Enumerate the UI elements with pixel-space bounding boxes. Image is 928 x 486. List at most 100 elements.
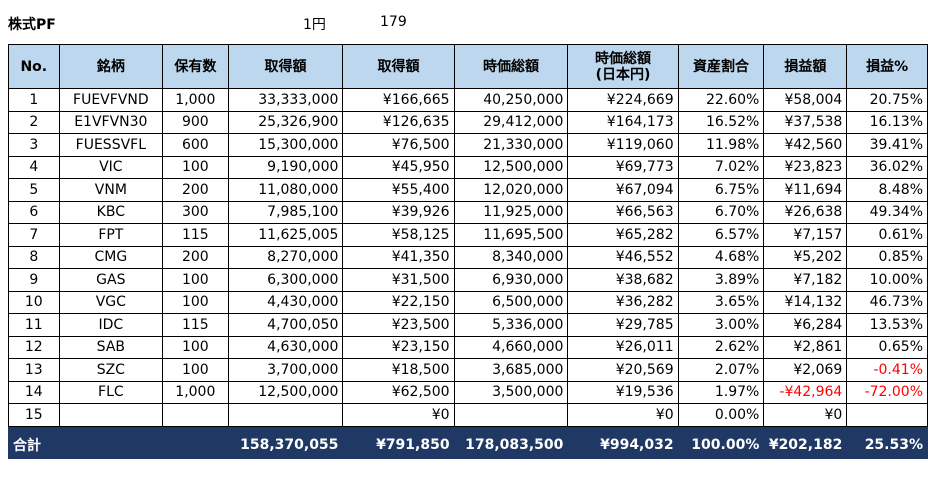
- cell-quantity[interactable]: 100: [162, 358, 229, 382]
- cell-profit-loss-pct[interactable]: [846, 403, 928, 427]
- cell-cost-vnd[interactable]: 11,080,000: [227, 178, 344, 202]
- cell-cost-vnd[interactable]: [227, 403, 344, 427]
- cell-profit-loss-pct[interactable]: 20.75%: [846, 88, 928, 112]
- cell-market-value-vnd[interactable]: 21,330,000: [453, 133, 569, 157]
- cell-cost-vnd[interactable]: 6,300,000: [227, 268, 344, 292]
- header-profit-loss-pct[interactable]: 損益%: [846, 44, 928, 89]
- cell-profit-loss[interactable]: ¥23,823: [763, 155, 848, 179]
- cell-profit-loss-pct[interactable]: 0.65%: [846, 335, 928, 359]
- cell-cost-vnd[interactable]: 15,300,000: [227, 133, 344, 157]
- cell-profit-loss-pct[interactable]: -0.41%: [846, 358, 928, 382]
- cell-asset-share[interactable]: 6.57%: [677, 223, 765, 247]
- header-market-value-vnd[interactable]: 時価総額: [453, 44, 569, 89]
- cell-no[interactable]: 5: [8, 178, 60, 202]
- cell-profit-loss[interactable]: -¥42,964: [763, 380, 848, 404]
- cell-profit-loss[interactable]: ¥42,560: [763, 133, 848, 157]
- cell-asset-share[interactable]: 0.00%: [677, 403, 765, 427]
- header-quantity[interactable]: 保有数: [162, 44, 229, 89]
- cell-profit-loss[interactable]: ¥58,004: [763, 88, 848, 112]
- cell-cost-vnd[interactable]: 25,326,900: [227, 110, 344, 134]
- cell-quantity[interactable]: 300: [162, 200, 229, 224]
- cell-quantity[interactable]: 115: [162, 313, 229, 337]
- cell-market-value-jpy[interactable]: ¥67,094: [567, 178, 679, 202]
- cell-cost-jpy[interactable]: ¥22,150: [342, 290, 455, 314]
- cell-no[interactable]: 3: [8, 133, 60, 157]
- cell-asset-share[interactable]: 3.65%: [677, 290, 765, 314]
- cell-cost-jpy[interactable]: ¥18,500: [342, 358, 455, 382]
- cell-profit-loss-pct[interactable]: 49.34%: [846, 200, 928, 224]
- cell-market-value-jpy[interactable]: ¥46,552: [567, 245, 679, 269]
- cell-profit-loss[interactable]: ¥11,694: [763, 178, 848, 202]
- cell-market-value-jpy[interactable]: ¥0: [567, 403, 679, 427]
- cell-profit-loss[interactable]: ¥5,202: [763, 245, 848, 269]
- cell-ticker[interactable]: VNM: [58, 178, 164, 202]
- cell-market-value-jpy[interactable]: ¥36,282: [567, 290, 679, 314]
- cell-quantity[interactable]: 115: [162, 223, 229, 247]
- cell-ticker[interactable]: KBC: [58, 200, 164, 224]
- cell-profit-loss-pct[interactable]: 0.85%: [846, 245, 928, 269]
- cell-quantity[interactable]: 100: [162, 268, 229, 292]
- cell-cost-jpy[interactable]: ¥23,500: [342, 313, 455, 337]
- cell-ticker[interactable]: VGC: [58, 290, 164, 314]
- cell-cost-jpy[interactable]: ¥55,400: [342, 178, 455, 202]
- cell-profit-loss[interactable]: ¥6,284: [763, 313, 848, 337]
- cell-cost-jpy[interactable]: ¥76,500: [342, 133, 455, 157]
- cell-market-value-vnd[interactable]: 11,925,000: [453, 200, 569, 224]
- header-market-value-jpy[interactable]: 時価総額 (日本円): [567, 44, 679, 89]
- cell-asset-share[interactable]: 3.89%: [677, 268, 765, 292]
- cell-profit-loss-pct[interactable]: 36.02%: [846, 155, 928, 179]
- header-cost-vnd[interactable]: 取得額: [227, 44, 344, 89]
- cell-ticker[interactable]: FPT: [58, 223, 164, 247]
- cell-profit-loss[interactable]: ¥37,538: [763, 110, 848, 134]
- header-cost-jpy[interactable]: 取得額: [342, 44, 455, 89]
- cell-asset-share[interactable]: 6.75%: [677, 178, 765, 202]
- cell-profit-loss[interactable]: ¥2,861: [763, 335, 848, 359]
- cell-market-value-vnd[interactable]: 6,930,000: [453, 268, 569, 292]
- cell-asset-share[interactable]: 7.02%: [677, 155, 765, 179]
- cell-quantity[interactable]: 100: [162, 290, 229, 314]
- total-profit-loss-pct[interactable]: 25.53%: [846, 430, 928, 459]
- header-ticker[interactable]: 銘柄: [58, 44, 164, 89]
- cell-profit-loss-pct[interactable]: 39.41%: [846, 133, 928, 157]
- cell-market-value-vnd[interactable]: 4,660,000: [453, 335, 569, 359]
- cell-quantity[interactable]: 100: [162, 335, 229, 359]
- cell-profit-loss[interactable]: ¥14,132: [763, 290, 848, 314]
- cell-profit-loss[interactable]: ¥7,182: [763, 268, 848, 292]
- cell-market-value-jpy[interactable]: ¥164,173: [567, 110, 679, 134]
- cell-market-value-vnd[interactable]: 12,020,000: [453, 178, 569, 202]
- cell-market-value-jpy[interactable]: ¥119,060: [567, 133, 679, 157]
- cell-quantity[interactable]: [162, 403, 229, 427]
- cell-cost-vnd[interactable]: 4,430,000: [227, 290, 344, 314]
- cell-no[interactable]: 9: [8, 268, 60, 292]
- cell-market-value-jpy[interactable]: ¥26,011: [567, 335, 679, 359]
- cell-no[interactable]: 2: [8, 110, 60, 134]
- cell-cost-jpy[interactable]: ¥39,926: [342, 200, 455, 224]
- cell-quantity[interactable]: 600: [162, 133, 229, 157]
- cell-ticker[interactable]: CMG: [58, 245, 164, 269]
- cell-profit-loss-pct[interactable]: 13.53%: [846, 313, 928, 337]
- header-no[interactable]: No.: [8, 44, 60, 89]
- cell-quantity[interactable]: 200: [162, 245, 229, 269]
- cell-market-value-jpy[interactable]: ¥20,569: [567, 358, 679, 382]
- cell-cost-jpy[interactable]: ¥41,350: [342, 245, 455, 269]
- cell-market-value-vnd[interactable]: 5,336,000: [453, 313, 569, 337]
- cell-market-value-jpy[interactable]: ¥38,682: [567, 268, 679, 292]
- cell-asset-share[interactable]: 22.60%: [677, 88, 765, 112]
- cell-no[interactable]: 7: [8, 223, 60, 247]
- cell-quantity[interactable]: 100: [162, 155, 229, 179]
- cell-profit-loss[interactable]: ¥7,157: [763, 223, 848, 247]
- cell-market-value-jpy[interactable]: ¥29,785: [567, 313, 679, 337]
- cell-profit-loss-pct[interactable]: 10.00%: [846, 268, 928, 292]
- header-asset-share[interactable]: 資産割合: [677, 44, 765, 89]
- total-label[interactable]: 合計: [8, 430, 60, 459]
- cell-profit-loss-pct[interactable]: 16.13%: [846, 110, 928, 134]
- total-cost-vnd[interactable]: 158,370,055: [227, 430, 344, 459]
- cell-cost-jpy[interactable]: ¥58,125: [342, 223, 455, 247]
- cell-cost-jpy[interactable]: ¥166,665: [342, 88, 455, 112]
- total-quantity-cell[interactable]: [162, 430, 229, 459]
- cell-asset-share[interactable]: 1.97%: [677, 380, 765, 404]
- cell-cost-jpy[interactable]: ¥45,950: [342, 155, 455, 179]
- total-market-value-jpy[interactable]: ¥994,032: [567, 430, 679, 459]
- cell-ticker[interactable]: FUEVFVND: [58, 88, 164, 112]
- cell-profit-loss-pct[interactable]: 0.61%: [846, 223, 928, 247]
